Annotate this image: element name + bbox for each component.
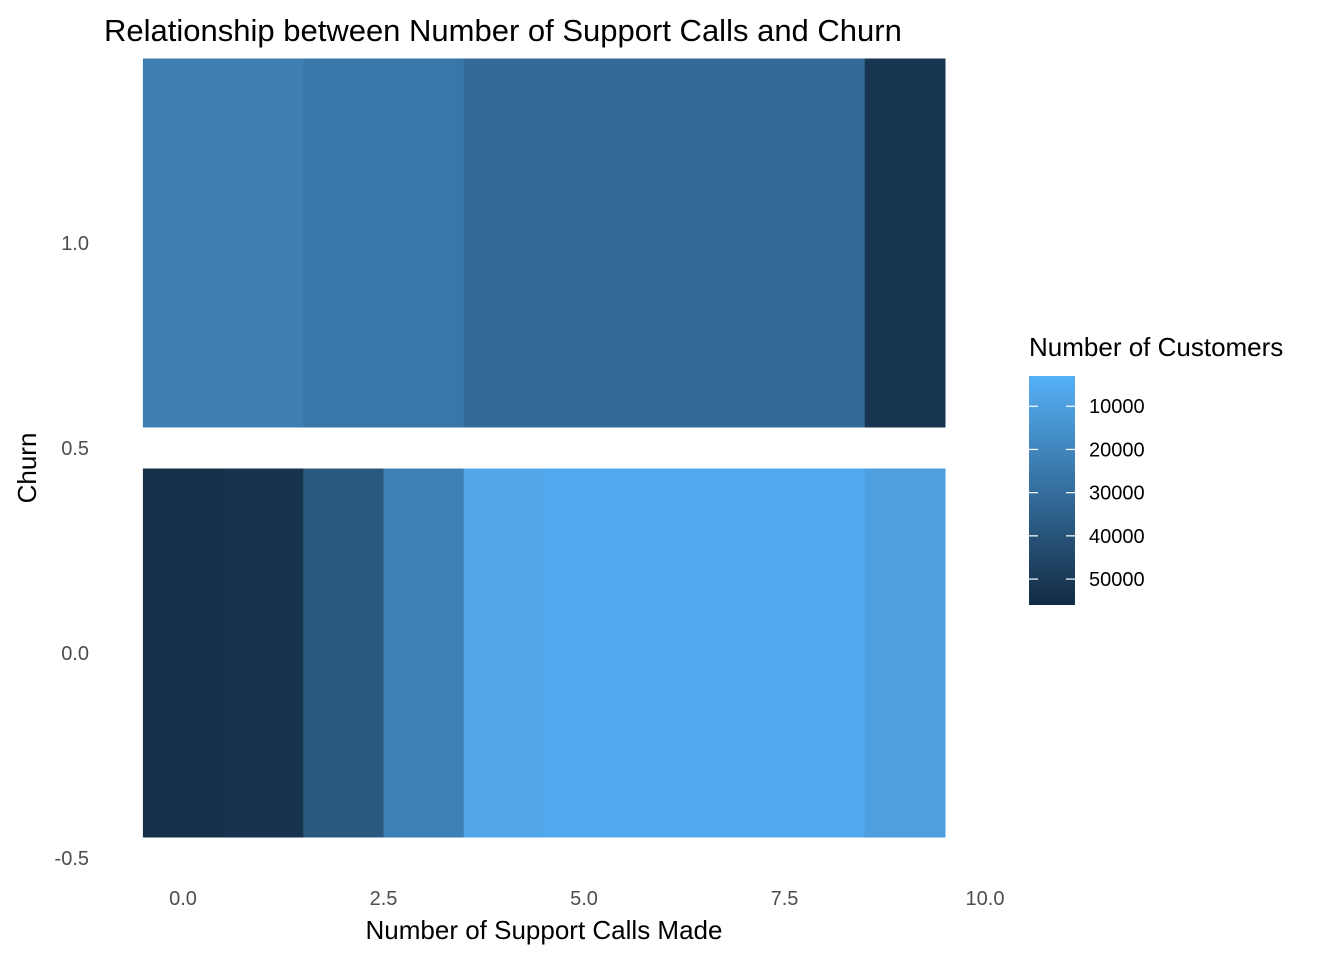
heatmap-cell	[784, 58, 866, 428]
x-axis-title: Number of Support Calls Made	[366, 915, 723, 945]
heatmap-cell	[864, 468, 946, 838]
heatmap-cell	[704, 468, 786, 838]
legend-label: 50000	[1089, 569, 1145, 591]
legend-label: 30000	[1089, 483, 1145, 505]
y-tick-label: 0.5	[61, 438, 89, 460]
heatmap-cell	[383, 468, 465, 838]
x-tick-label: 7.5	[771, 888, 799, 910]
x-axis-ticks: 0.0 2.5 5.0 7.5 10.0	[169, 888, 1004, 910]
chart-title: Relationship between Number of Support C…	[104, 13, 902, 48]
x-tick-label: 2.5	[370, 888, 398, 910]
heatmap-cell	[303, 468, 385, 838]
heatmap-cell	[142, 468, 224, 838]
heatmap-cell	[543, 58, 625, 428]
y-tick-label: -0.5	[55, 848, 89, 870]
heatmap-cells	[142, 58, 946, 838]
legend-label: 10000	[1089, 396, 1145, 418]
heatmap-cell	[704, 58, 786, 428]
heatmap-cell	[463, 58, 545, 428]
legend-label: 20000	[1089, 439, 1145, 461]
y-tick-label: 1.0	[61, 233, 89, 255]
heatmap-cell	[223, 468, 304, 838]
heatmap-cell	[543, 468, 625, 838]
color-legend: Number of Customers 10000 20000 30000 40000…	[1029, 332, 1283, 605]
legend-title: Number of Customers	[1029, 332, 1283, 362]
legend-colorbar	[1029, 376, 1075, 605]
heatmap-cell	[784, 468, 866, 838]
heatmap-cell	[142, 58, 224, 428]
legend-label: 40000	[1089, 526, 1145, 548]
y-tick-label: 0.0	[61, 643, 89, 665]
heatmap-cell	[303, 58, 385, 428]
heatmap-cell	[463, 468, 545, 838]
heatmap-cell	[624, 468, 705, 838]
legend-ticks: 10000 20000 30000 40000 50000	[1029, 396, 1145, 591]
x-tick-label: 5.0	[570, 888, 598, 910]
y-axis-ticks: -0.5 0.0 0.5 1.0	[55, 233, 89, 870]
heatmap-cell	[223, 58, 304, 428]
heatmap-cell	[864, 58, 946, 428]
heatmap-cell	[624, 58, 705, 428]
x-tick-label: 10.0	[966, 888, 1005, 910]
heatmap-cell	[383, 58, 465, 428]
y-axis-title: Churn	[12, 433, 42, 504]
x-tick-label: 0.0	[169, 888, 197, 910]
